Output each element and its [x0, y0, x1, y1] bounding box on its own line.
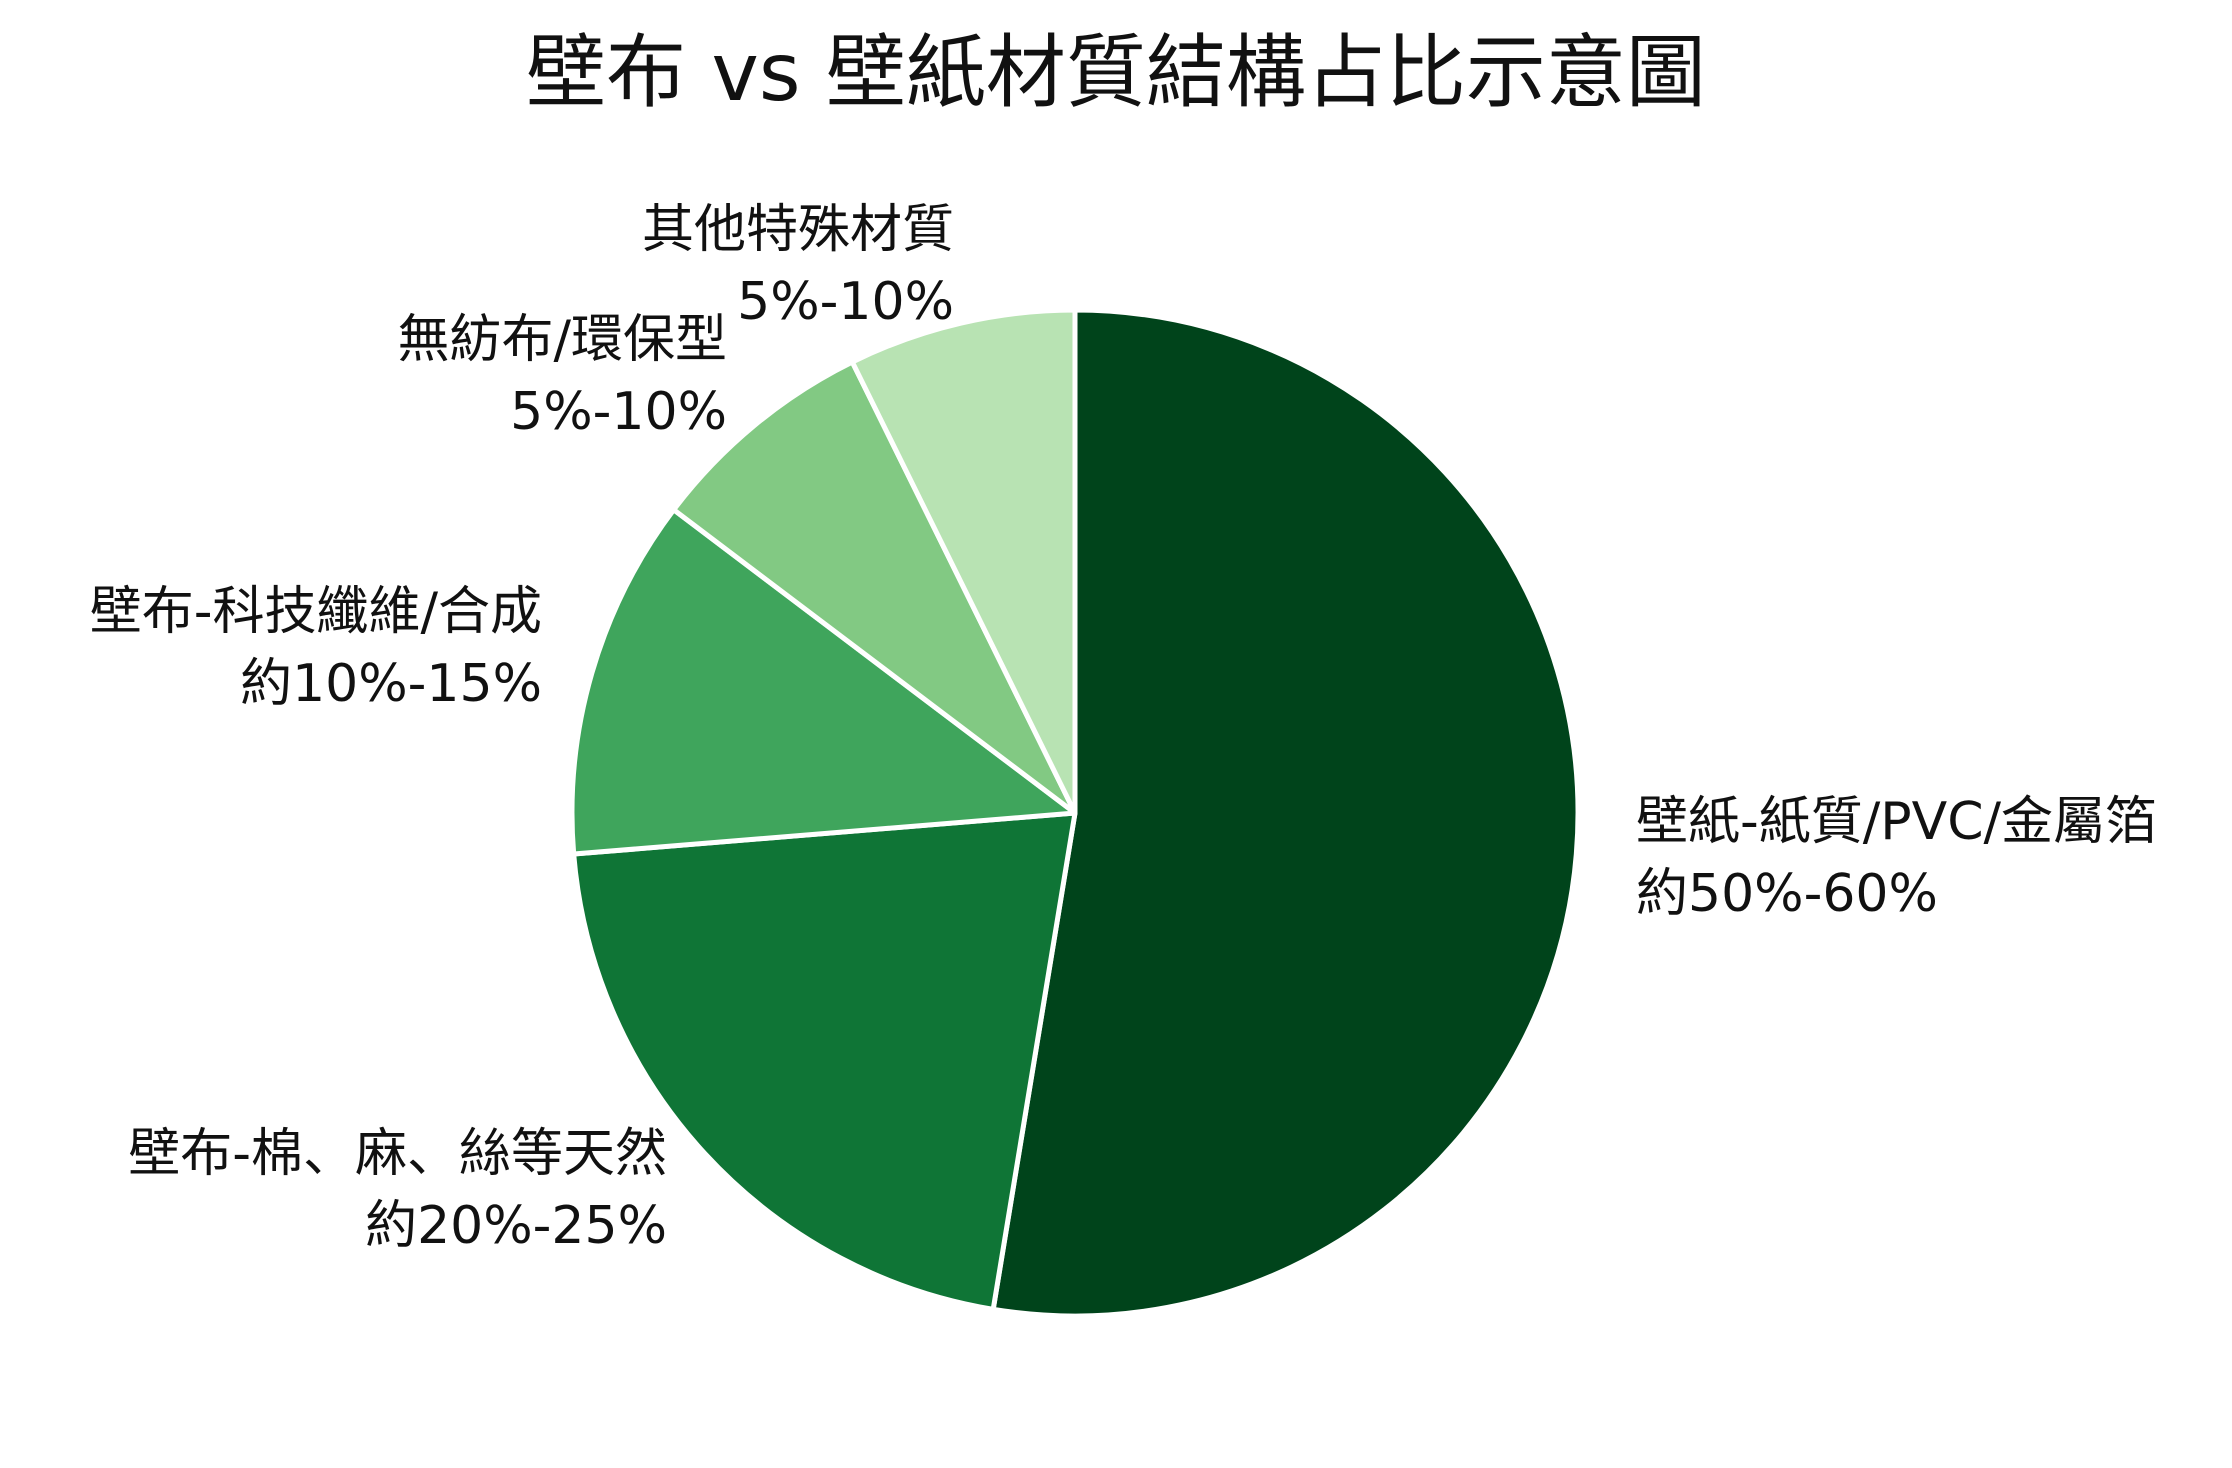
slice-range: 5%-10% [737, 272, 954, 332]
slice-range: 約50%-60% [1636, 864, 1938, 924]
slice-name: 壁布-科技纖維/合成 [89, 582, 542, 642]
slice-label-other: 其他特殊材質 5%-10% [642, 194, 954, 338]
slice-label-nonwoven: 無紡布/環保型 5%-10% [397, 304, 727, 448]
pie-slice-natural-fabric [571, 810, 1078, 1312]
slice-name: 無紡布/環保型 [397, 310, 727, 370]
pie-slice-other [849, 307, 1078, 816]
slice-label-natural-fabric: 壁布-棉、麻、絲等天然 約20%-25% [128, 1118, 667, 1262]
pie-slice-wallpaper [990, 307, 1581, 1319]
pie-slices [569, 307, 1581, 1319]
slice-range: 約20%-25% [365, 1196, 667, 1256]
chart-title: 壁布 vs 壁紙材質結構占比示意圖 [526, 26, 1706, 119]
pie-slice-synthetic-fabric [569, 507, 1078, 857]
slice-name: 其他特殊材質 [641, 200, 954, 260]
slice-range: 約10%-15% [240, 654, 542, 714]
slice-name: 壁布-棉、麻、絲等天然 [128, 1124, 667, 1184]
pie-slice-nonwoven [671, 359, 1078, 816]
slice-name: 壁紙-紙質/PVC/金屬箔 [1636, 792, 2158, 852]
slice-range: 5%-10% [510, 382, 727, 442]
slice-label-wallpaper: 壁紙-紙質/PVC/金屬箔 約50%-60% [1636, 786, 2157, 930]
slice-label-synthetic-fabric: 壁布-科技纖維/合成 約10%-15% [90, 576, 542, 720]
